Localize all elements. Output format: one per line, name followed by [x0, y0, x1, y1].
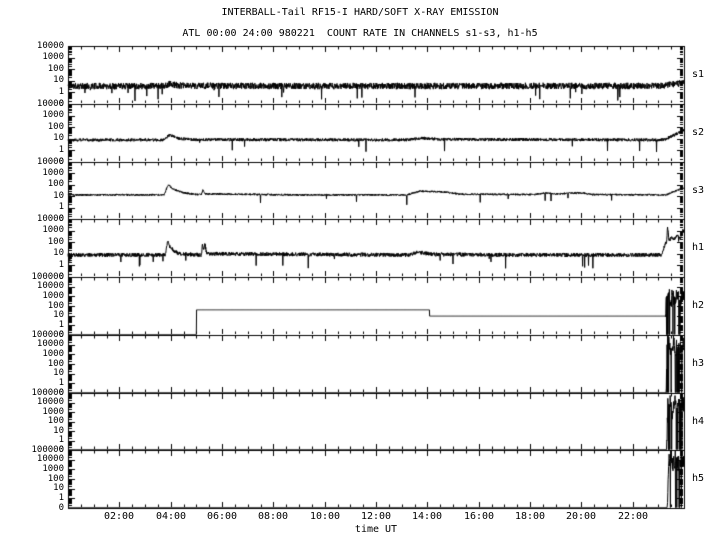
y-tick-label: 10000 — [36, 214, 64, 224]
x-tick-label: 14:00 — [411, 511, 443, 522]
channel-label-s3: s3 — [692, 185, 705, 196]
y-tick-label: 100 — [47, 474, 64, 484]
y-tick-label: 0 — [58, 503, 64, 513]
y-tick-label: 10 — [53, 133, 64, 143]
y-tick-label: 10 — [53, 426, 64, 436]
y-tick-label: 1000 — [42, 225, 64, 235]
y-tick-label: 0 — [58, 330, 64, 340]
x-tick-label: 20:00 — [565, 511, 597, 522]
y-tick-label: 1000 — [42, 52, 64, 62]
y-tick-label: 10 — [53, 248, 64, 258]
x-axis-title: time UT — [354, 524, 398, 535]
y-tick-label: 100 — [47, 179, 64, 189]
y-tick-label: 1000 — [42, 464, 64, 474]
y-tick-label: 1000 — [42, 168, 64, 178]
x-tick-label: 12:00 — [360, 511, 392, 522]
y-tick-label: 100 — [47, 64, 64, 74]
y-tick-label: 10 — [53, 483, 64, 493]
y-tick-label: 10 — [53, 310, 64, 320]
x-tick-label: 16:00 — [463, 511, 495, 522]
channel-label-h4: h4 — [692, 416, 705, 427]
y-tick-label: 100 — [47, 359, 64, 369]
y-tick-label: 100 — [47, 122, 64, 132]
y-tick-label: 1000 — [42, 407, 64, 417]
y-tick-label: 1000 — [42, 349, 64, 359]
y-tick-label: 10000 — [36, 281, 64, 291]
x-tick-label: 18:00 — [514, 511, 546, 522]
y-tick-label: 10 — [53, 368, 64, 378]
y-tick-label: 10000 — [36, 41, 64, 51]
y-tick-label: 100 — [47, 301, 64, 311]
x-tick-label: 22:00 — [617, 511, 649, 522]
channel-label-s1: s1 — [692, 69, 705, 80]
y-tick-label: 100 — [47, 237, 64, 247]
y-tick-label: 1 — [58, 320, 64, 330]
channel-label-h2: h2 — [692, 300, 705, 311]
y-tick-label: 10 — [53, 75, 64, 85]
y-tick-label: 1 — [58, 202, 64, 212]
y-tick-label: 10000 — [36, 157, 64, 167]
y-tick-label: 10000 — [36, 397, 64, 407]
channel-label-h5: h5 — [692, 473, 705, 484]
x-tick-label: 02:00 — [103, 511, 135, 522]
y-tick-label: 100 — [47, 416, 64, 426]
y-tick-label: 0 — [58, 272, 64, 282]
y-tick-label: 0 — [58, 214, 64, 224]
channel-label-h1: h1 — [692, 242, 705, 253]
y-tick-label: 10000 — [36, 454, 64, 464]
y-tick-label: 1000 — [42, 110, 64, 120]
y-tick-label: 1 — [58, 87, 64, 97]
y-tick-label: 100000 — [31, 445, 64, 455]
chart-title: INTERBALL-Tail RF15-I HARD/SOFT X-RAY EM… — [221, 7, 499, 18]
y-tick-label: 10000 — [36, 339, 64, 349]
channel-label-h3: h3 — [692, 358, 705, 369]
y-tick-label: 1 — [58, 260, 64, 270]
x-tick-label: 10:00 — [309, 511, 341, 522]
y-tick-label: 1 — [58, 493, 64, 503]
y-tick-label: 1 — [58, 145, 64, 155]
chart-subtitle: ATL 00:00 24:00 980221 COUNT RATE IN CHA… — [182, 28, 538, 39]
x-tick-label: 06:00 — [206, 511, 238, 522]
y-tick-label: 10000 — [36, 99, 64, 109]
y-tick-label: 0 — [58, 445, 64, 455]
y-tick-label: 1 — [58, 378, 64, 388]
x-tick-label: 08:00 — [257, 511, 289, 522]
y-tick-label: 1 — [58, 435, 64, 445]
y-tick-label: 100000 — [31, 330, 64, 340]
y-tick-label: 10 — [53, 191, 64, 201]
y-tick-label: 0 — [58, 99, 64, 109]
channel-label-s2: s2 — [692, 127, 705, 138]
y-tick-label: 0 — [58, 157, 64, 167]
y-tick-label: 1000 — [42, 291, 64, 301]
y-tick-label: 100000 — [31, 272, 64, 282]
y-tick-label: 0 — [58, 388, 64, 398]
y-tick-label: 100000 — [31, 388, 64, 398]
x-tick-label: 04:00 — [155, 511, 187, 522]
